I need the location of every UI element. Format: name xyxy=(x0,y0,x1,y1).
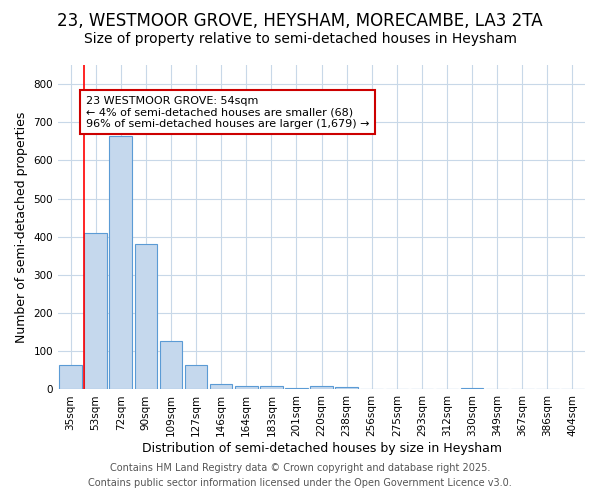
Text: Contains HM Land Registry data © Crown copyright and database right 2025.
Contai: Contains HM Land Registry data © Crown c… xyxy=(88,462,512,487)
Text: Size of property relative to semi-detached houses in Heysham: Size of property relative to semi-detach… xyxy=(83,32,517,46)
Bar xyxy=(260,386,283,390)
Bar xyxy=(335,387,358,390)
Y-axis label: Number of semi-detached properties: Number of semi-detached properties xyxy=(15,112,28,343)
Bar xyxy=(235,386,257,390)
Bar xyxy=(160,341,182,390)
Bar xyxy=(134,244,157,390)
Text: 23 WESTMOOR GROVE: 54sqm
← 4% of semi-detached houses are smaller (68)
96% of se: 23 WESTMOOR GROVE: 54sqm ← 4% of semi-de… xyxy=(86,96,369,128)
Bar xyxy=(210,384,232,390)
Bar xyxy=(85,233,107,390)
Bar xyxy=(185,364,208,390)
Bar xyxy=(285,388,308,390)
Bar xyxy=(59,364,82,390)
Bar xyxy=(461,388,484,390)
Bar xyxy=(310,386,333,390)
Text: 23, WESTMOOR GROVE, HEYSHAM, MORECAMBE, LA3 2TA: 23, WESTMOOR GROVE, HEYSHAM, MORECAMBE, … xyxy=(57,12,543,30)
X-axis label: Distribution of semi-detached houses by size in Heysham: Distribution of semi-detached houses by … xyxy=(142,442,502,455)
Bar xyxy=(109,136,132,390)
